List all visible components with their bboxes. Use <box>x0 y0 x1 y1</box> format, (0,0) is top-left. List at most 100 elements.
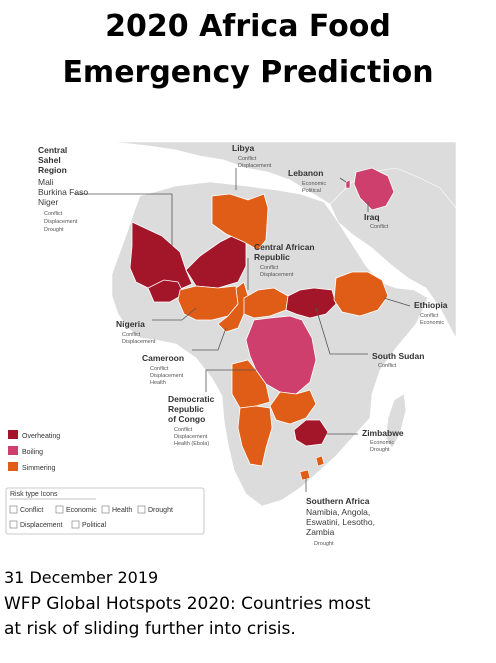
risk-box-item: Displacement <box>20 522 62 529</box>
ethiopia-risk: Conflict <box>420 313 439 319</box>
drc-leader-line <box>205 369 256 392</box>
drought-icon <box>137 505 146 514</box>
south-sudan-leader-line <box>315 307 368 355</box>
libya-name: Libya <box>232 143 254 153</box>
displacement-icon <box>9 520 18 529</box>
lesotho-region <box>299 469 311 481</box>
nigeria-name: Nigeria <box>116 319 145 329</box>
title-line-1: 2020 Africa Food <box>105 9 391 44</box>
eswatini-region <box>315 455 325 467</box>
iraq-region <box>353 167 395 211</box>
southern-country: Namibia, Angola, <box>306 507 370 517</box>
description: WFP Global Hotspots 2020: Countries most… <box>4 592 494 642</box>
libya-risk: Displacement <box>238 163 272 169</box>
cameroon-region <box>217 281 249 333</box>
sahel-risk: Conflict <box>44 211 63 217</box>
southern-name: Southern Africa <box>306 496 370 506</box>
cameroon-leader-line <box>192 327 227 351</box>
libya-region <box>211 193 269 251</box>
sahel-country: Niger <box>38 197 58 207</box>
drc-risk: Displacement <box>174 434 208 440</box>
label-car: Central African Republic Conflict Displa… <box>254 242 315 278</box>
lebanon-name: Lebanon <box>288 168 323 178</box>
nigeria-leader-line <box>152 307 197 321</box>
risk-box-item: Drought <box>148 507 173 514</box>
label-libya: Libya Conflict Displacement <box>232 143 272 169</box>
lebanon-risk: Economic <box>302 181 326 187</box>
legend-swatch-simmering <box>8 462 18 471</box>
ethiopia-leader-line <box>383 297 411 307</box>
drc-name-3: of Congo <box>168 414 205 424</box>
label-ethiopia: Ethiopia Conflict Economic <box>414 300 448 326</box>
nigeria-risk: Conflict <box>122 332 141 338</box>
label-southern-africa: Southern Africa Namibia, Angola, Eswatin… <box>306 496 375 547</box>
map-svg: Central Sahel Region Mali Burkina Faso N… <box>0 138 470 558</box>
drc-name-1: Democratic <box>168 394 215 404</box>
political-icon <box>71 520 80 529</box>
libya-risk: Conflict <box>238 156 257 162</box>
southern-country: Zambia <box>306 527 335 537</box>
health-icon <box>101 505 110 514</box>
risk-box-item: Conflict <box>20 507 43 514</box>
southern-country: Eswatini, Lesotho, <box>306 517 375 527</box>
cameroon-risk: Displacement <box>150 373 184 379</box>
ethiopia-region <box>333 271 389 317</box>
legend-swatch-overheating <box>8 430 18 439</box>
south-sudan-name: South Sudan <box>372 351 424 361</box>
risk-box-item: Economic <box>66 507 97 514</box>
label-south-sudan: South Sudan Conflict <box>372 351 424 369</box>
car-name-2: Republic <box>254 252 290 262</box>
leader-lines <box>74 168 411 492</box>
risk-box-title: Risk type Icons <box>10 491 58 498</box>
conflict-icon <box>9 505 18 514</box>
sahel-country: Burkina Faso <box>38 187 88 197</box>
risk-box-item: Health <box>112 507 132 514</box>
drc-risk: Conflict <box>174 427 193 433</box>
cameroon-risk: Health <box>150 380 166 386</box>
middle-east-land <box>329 167 457 339</box>
africa-map: Central Sahel Region Mali Burkina Faso N… <box>0 138 470 558</box>
lebanon-leader-line <box>339 177 347 183</box>
zimbabwe-region <box>293 419 329 447</box>
label-cameroon: Cameroon Conflict Displacement Health <box>142 353 184 386</box>
label-lebanon: Lebanon Economic Political <box>288 168 326 194</box>
iraq-risk: Conflict <box>370 224 389 230</box>
zimbabwe-risk: Economic <box>370 440 394 446</box>
description-line-2: at risk of sliding further into crisis. <box>4 619 296 639</box>
cameroon-risk: Conflict <box>150 366 169 372</box>
label-nigeria: Nigeria Conflict Displacement <box>116 319 156 345</box>
drc-region <box>245 315 317 395</box>
legend-label-boiling: Boiling <box>22 449 43 456</box>
publication-date: 31 December 2019 <box>4 568 159 587</box>
car-risk: Conflict <box>260 265 279 271</box>
ethiopia-risk: Economic <box>420 320 444 326</box>
sahel-country: Mali <box>38 177 54 187</box>
legend-label-simmering: Simmering <box>22 465 56 472</box>
legend-swatch-boiling <box>8 446 18 455</box>
legend: Overheating Boiling Simmering <box>8 430 60 472</box>
lebanon-region <box>345 179 351 189</box>
namibia-region <box>237 405 273 467</box>
label-iraq: Iraq Conflict <box>364 212 389 230</box>
south-sudan-region <box>285 287 337 319</box>
sahel-name-1: Central <box>38 145 67 155</box>
risk-box-frame <box>5 487 205 535</box>
economic-icon <box>55 505 64 514</box>
legend-label-overheating: Overheating <box>22 433 60 440</box>
ethiopia-name: Ethiopia <box>414 300 448 310</box>
label-drc: Democratic Republic of Congo Conflict Di… <box>168 394 215 447</box>
sahel-risk: Displacement <box>44 219 78 225</box>
risk-type-box: Risk type Icons Conflict Economic Health… <box>5 487 205 535</box>
label-zimbabwe: Zimbabwe Economic Drought <box>362 428 404 453</box>
southern-risk: Drought <box>314 541 334 547</box>
title-line-2: Emergency Prediction <box>62 55 434 90</box>
zimbabwe-risk: Drought <box>370 447 390 453</box>
lebanon-risk: Political <box>302 188 321 194</box>
nigeria-risk: Displacement <box>122 339 156 345</box>
car-name-1: Central African <box>254 242 315 252</box>
angola-region <box>231 359 271 409</box>
cameroon-name: Cameroon <box>142 353 184 363</box>
zimbabwe-name: Zimbabwe <box>362 428 404 438</box>
risk-box-item: Political <box>82 522 107 529</box>
sahel-leader-line <box>74 193 173 246</box>
